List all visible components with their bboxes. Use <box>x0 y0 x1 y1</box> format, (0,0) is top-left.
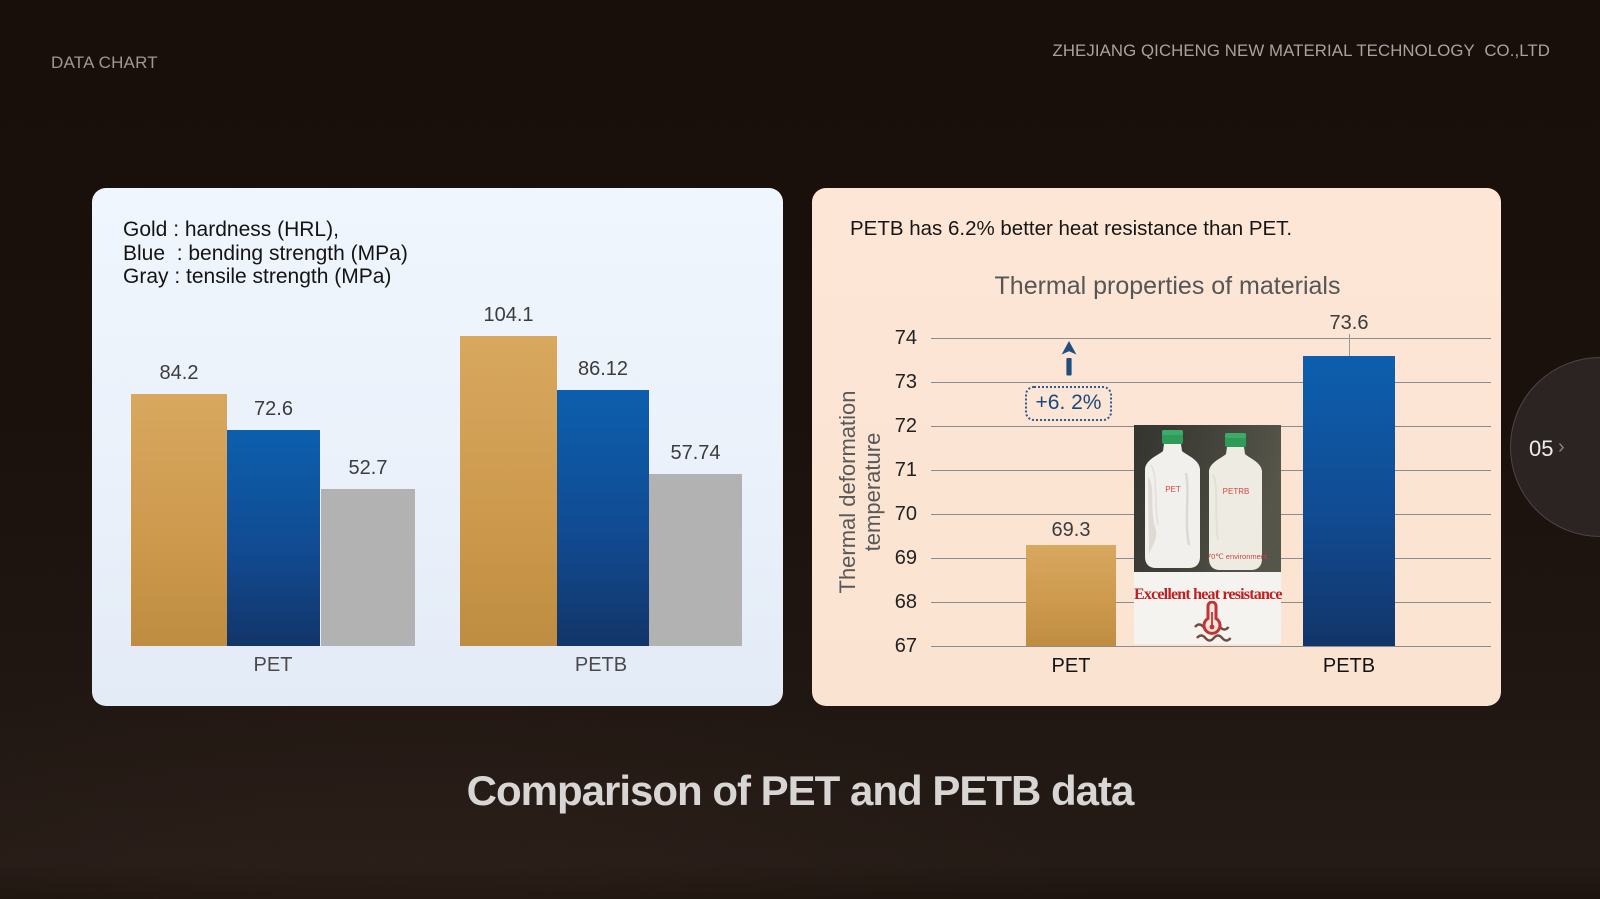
svg-text:70℃ environment: 70℃ environment <box>1207 552 1268 561</box>
svg-text:PETRB: PETRB <box>1223 487 1250 496</box>
svg-text:PET: PET <box>1165 485 1181 494</box>
